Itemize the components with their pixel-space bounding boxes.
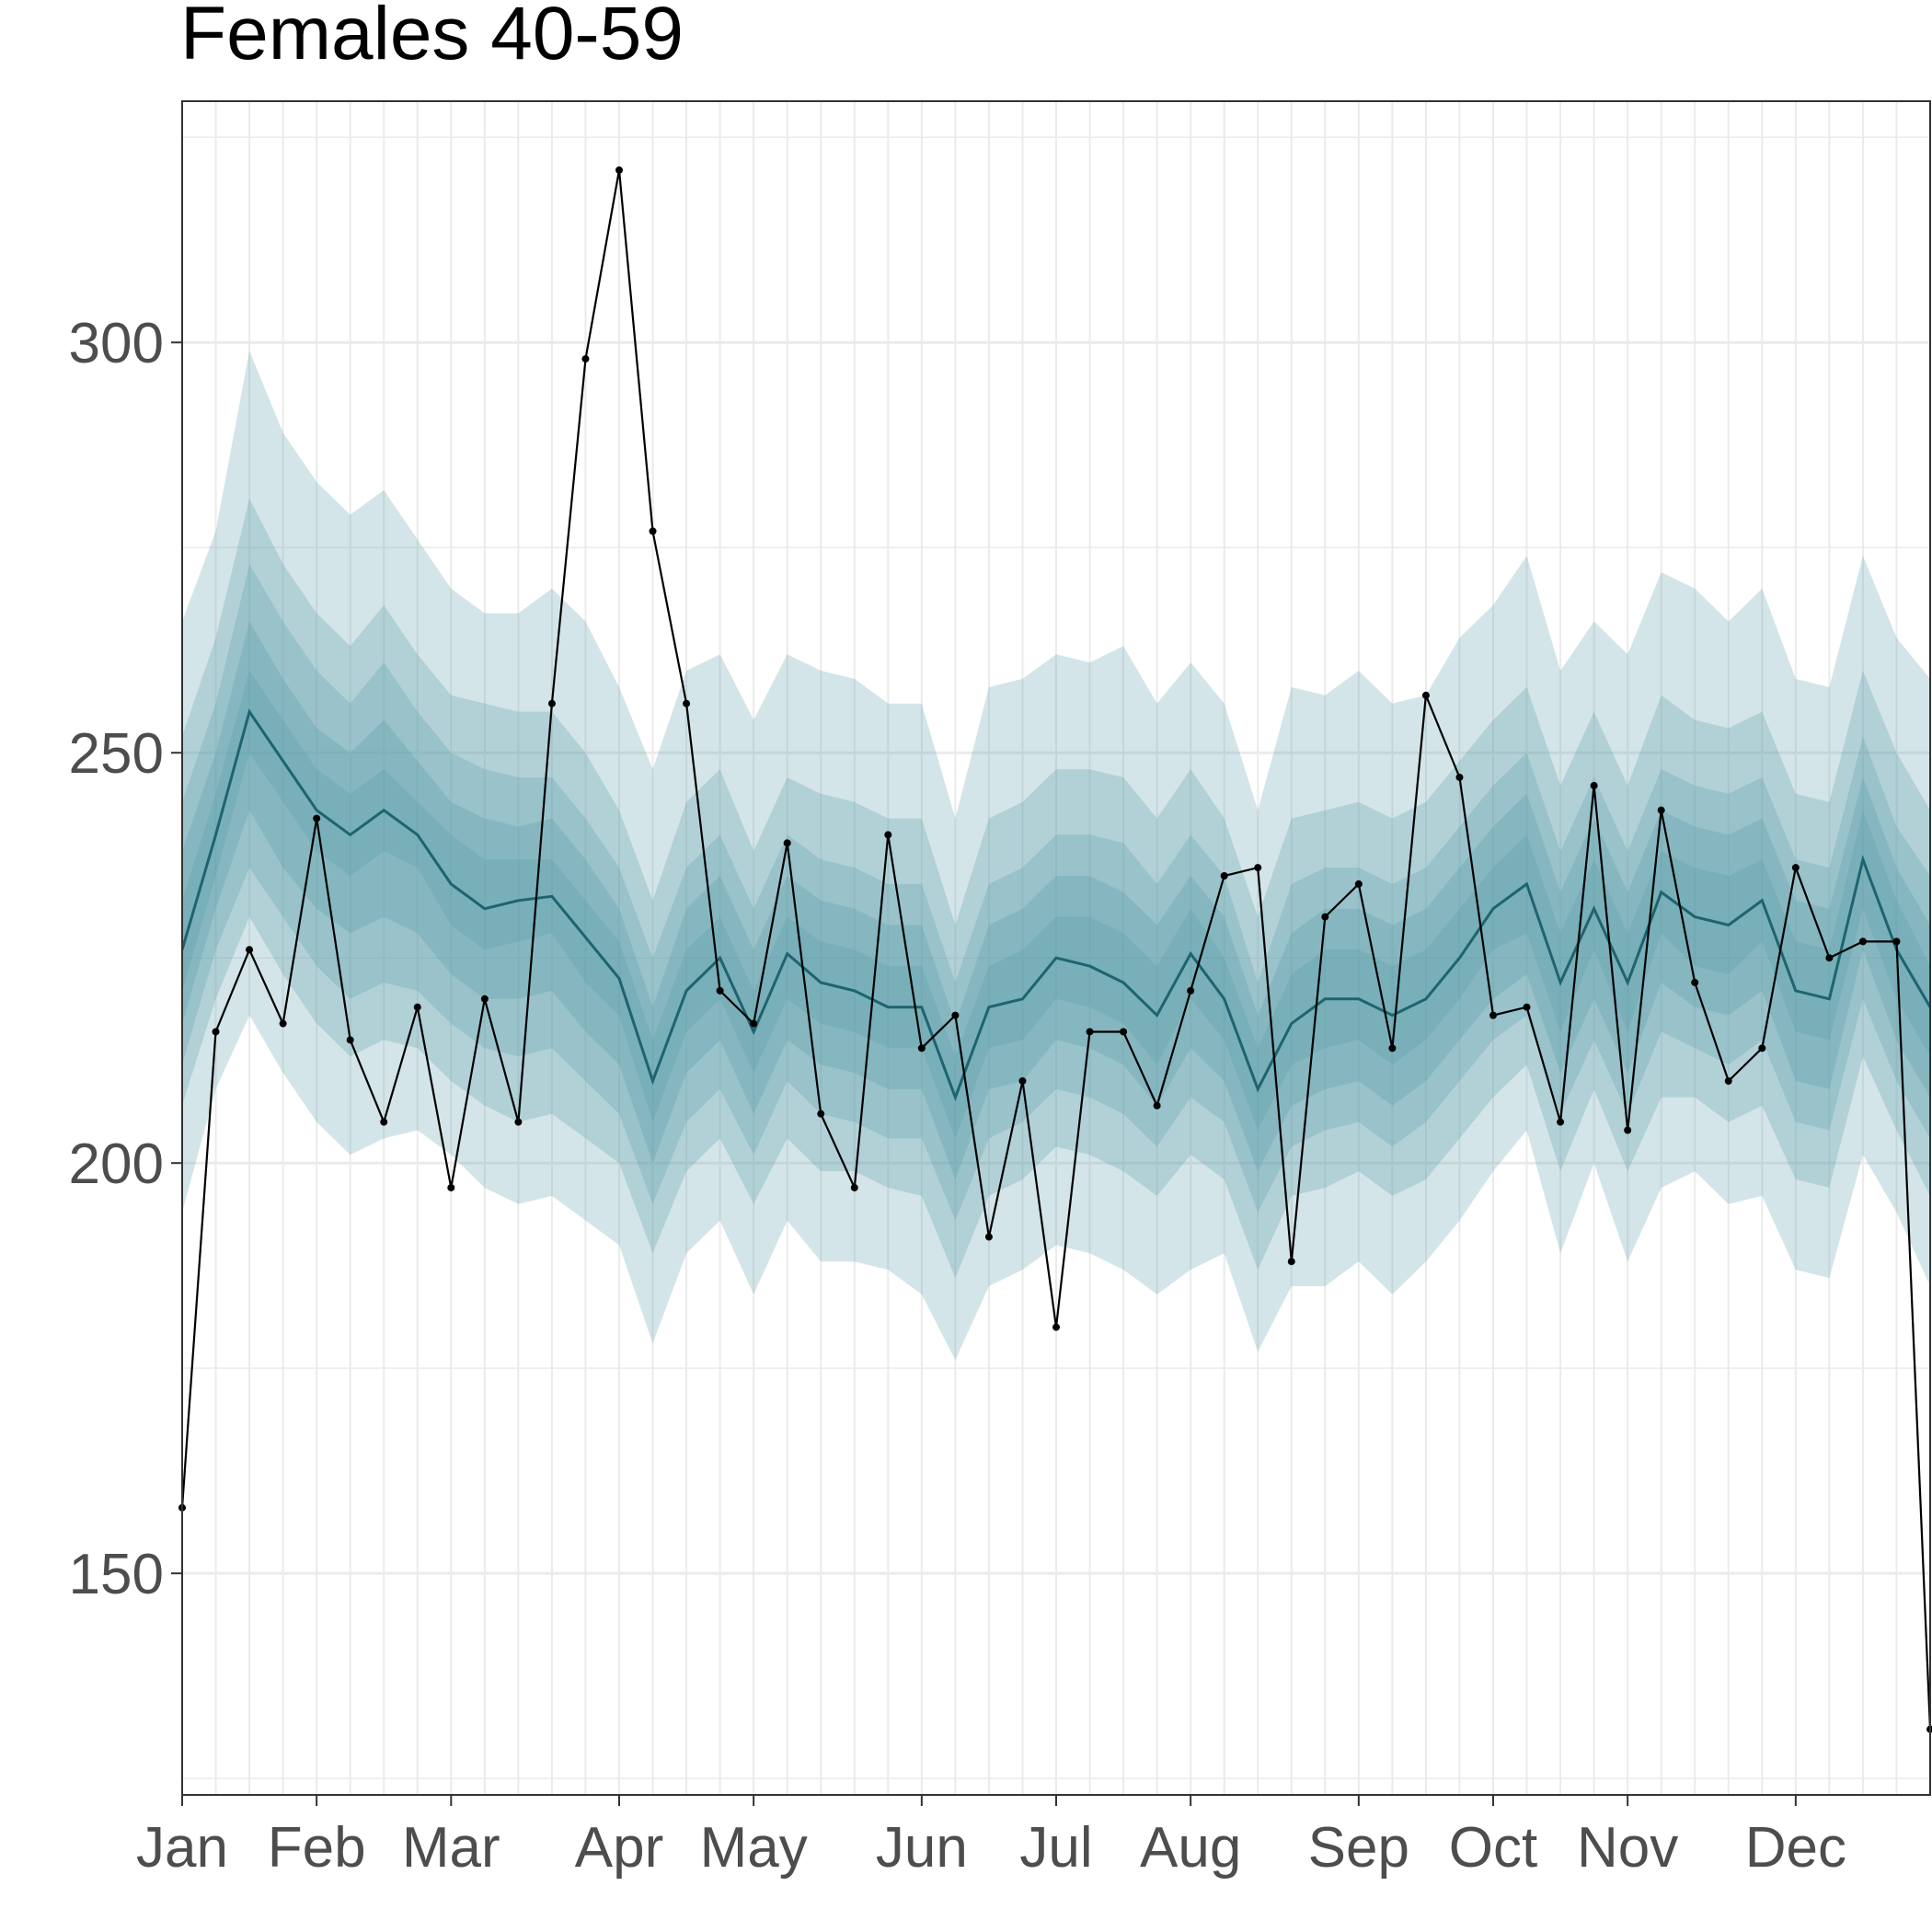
observed-point: [1724, 1076, 1732, 1085]
observed-point: [750, 1019, 758, 1028]
observed-point: [683, 699, 691, 707]
observed-point: [1825, 954, 1834, 962]
observed-point: [1557, 1118, 1565, 1126]
observed-point: [1086, 1028, 1094, 1036]
observed-point: [615, 166, 623, 174]
observed-point: [783, 839, 791, 847]
observed-point: [951, 1011, 960, 1019]
forecast-band-5: [182, 671, 1930, 1139]
forecast-band-4: [182, 621, 1930, 1179]
observed-point: [1489, 1011, 1497, 1019]
y-tick-label: 250: [69, 722, 164, 786]
observed-point: [817, 1110, 825, 1118]
median-line: [182, 708, 1930, 1102]
observed-point: [1590, 781, 1598, 789]
observed-point: [212, 1028, 220, 1036]
observed-point: [917, 1044, 926, 1052]
observed-point: [547, 699, 556, 707]
median-series: [182, 708, 1930, 1102]
x-tick-label: Feb: [268, 1816, 366, 1880]
observed-point: [1018, 1076, 1027, 1085]
observed-point: [1354, 880, 1363, 888]
observed-point: [480, 995, 489, 1003]
observed-point: [716, 986, 724, 995]
observed-point: [1220, 872, 1228, 880]
observed-point: [1153, 1101, 1161, 1110]
observed-point: [850, 1183, 858, 1191]
observed-point: [413, 1003, 421, 1011]
observed-point: [346, 1036, 354, 1044]
y-tick-label: 300: [69, 312, 164, 375]
observed-point: [1421, 691, 1430, 699]
observed-point: [1254, 864, 1262, 872]
observed-point: [1858, 937, 1867, 946]
observed-point: [581, 355, 590, 363]
observed-point: [649, 527, 657, 535]
x-tick-label: Aug: [1140, 1816, 1241, 1880]
observed-point: [1657, 806, 1665, 814]
forecast-band-1: [182, 351, 1930, 1361]
observed-point: [447, 1183, 455, 1191]
x-tick-label: Jan: [136, 1816, 228, 1880]
y-tick-label: 150: [69, 1543, 164, 1606]
observed-point: [279, 1019, 287, 1028]
chart-title: Females 40-59: [180, 0, 684, 75]
x-tick-label: Jul: [1019, 1816, 1092, 1880]
forecast-band-2: [182, 498, 1930, 1279]
forecast-band-3: [182, 564, 1930, 1221]
observed-point: [1287, 1258, 1295, 1266]
observed-point: [380, 1118, 388, 1126]
observed-point: [1523, 1003, 1531, 1011]
observed-point: [1052, 1323, 1060, 1331]
x-tick-label: May: [700, 1816, 808, 1880]
grid: [181, 101, 1931, 1795]
observed-point: [1455, 773, 1464, 781]
observed-series: [178, 166, 1932, 1733]
observed-point: [1624, 1126, 1632, 1134]
x-tick-label: Mar: [402, 1816, 500, 1880]
x-tick-label: Dec: [1745, 1816, 1846, 1880]
observed-point: [1388, 1044, 1397, 1052]
observed-point: [884, 831, 892, 839]
observed-point: [1187, 986, 1195, 995]
observed-point: [514, 1118, 523, 1126]
x-tick-label: Oct: [1449, 1816, 1537, 1880]
observed-point: [1791, 864, 1800, 872]
observed-point: [246, 946, 254, 954]
x-tick-label: Nov: [1577, 1816, 1678, 1880]
y-tick-label: 200: [69, 1133, 164, 1196]
x-tick-label: Sep: [1308, 1816, 1409, 1880]
observed-point: [1892, 937, 1901, 946]
forecast-bands: [182, 351, 1930, 1361]
x-tick-label: Apr: [575, 1816, 663, 1880]
observed-point: [1321, 913, 1329, 921]
observed-point: [1691, 978, 1699, 986]
observed-point: [984, 1233, 993, 1241]
observed-point: [1758, 1044, 1766, 1052]
axes: 150 200 250 300 Jan Feb Mar Apr May Jun Jul Aug Sep O…: [69, 312, 1846, 1880]
observed-point: [313, 814, 321, 822]
observed-point: [1120, 1028, 1128, 1036]
x-tick-label: Jun: [876, 1816, 968, 1880]
